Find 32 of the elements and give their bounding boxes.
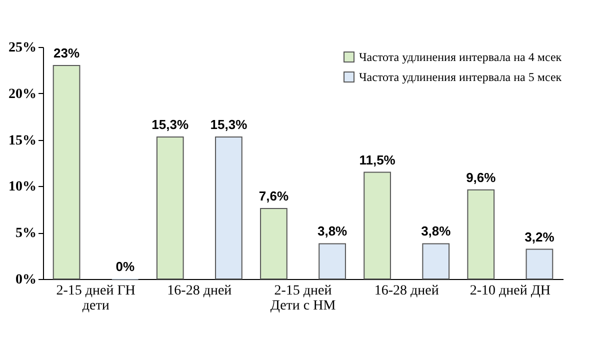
data-label: 3,8% [317, 224, 348, 239]
x-tick-label: 16-28 дней [167, 284, 232, 298]
data-label: 7,6% [258, 188, 289, 204]
legend-label: Частота удлинения интервала на 4 мсек [359, 50, 562, 64]
data-label: 15,3% [210, 117, 248, 132]
data-label: 3,2% [524, 229, 555, 244]
data-label: 3,8% [421, 224, 452, 239]
data-label: 11,5% [359, 152, 396, 168]
x-tick-label: 2-10 дней ДН [470, 284, 550, 298]
bar [526, 248, 554, 280]
x-tick-label: 2-15 дней ГН дети [56, 284, 136, 314]
y-tick-label: 25% [8, 40, 36, 56]
bar [52, 65, 80, 280]
bar [422, 243, 450, 280]
bar [215, 136, 242, 280]
y-tick-label: 5% [16, 226, 36, 242]
y-tick-label: 15% [8, 133, 36, 148]
data-label: 0% [116, 259, 135, 274]
bar [364, 172, 391, 280]
data-label: 23% [54, 46, 80, 61]
bar [260, 208, 288, 280]
data-label: 9,6% [466, 170, 496, 185]
bar [318, 243, 346, 280]
x-tick-label: 2-15 дней Дети с НМ [270, 284, 336, 314]
legend-label: Частота удлинения интервала на 5 мсек [359, 70, 562, 84]
y-tick-label: 10% [8, 180, 36, 195]
y-tick-label: 0% [16, 272, 36, 288]
bar [156, 136, 184, 280]
x-tick-label: 16-28 дней [374, 284, 440, 298]
y-tick-label: 20% [8, 86, 36, 102]
data-label: 15,3% [152, 117, 189, 132]
bar [467, 189, 495, 280]
